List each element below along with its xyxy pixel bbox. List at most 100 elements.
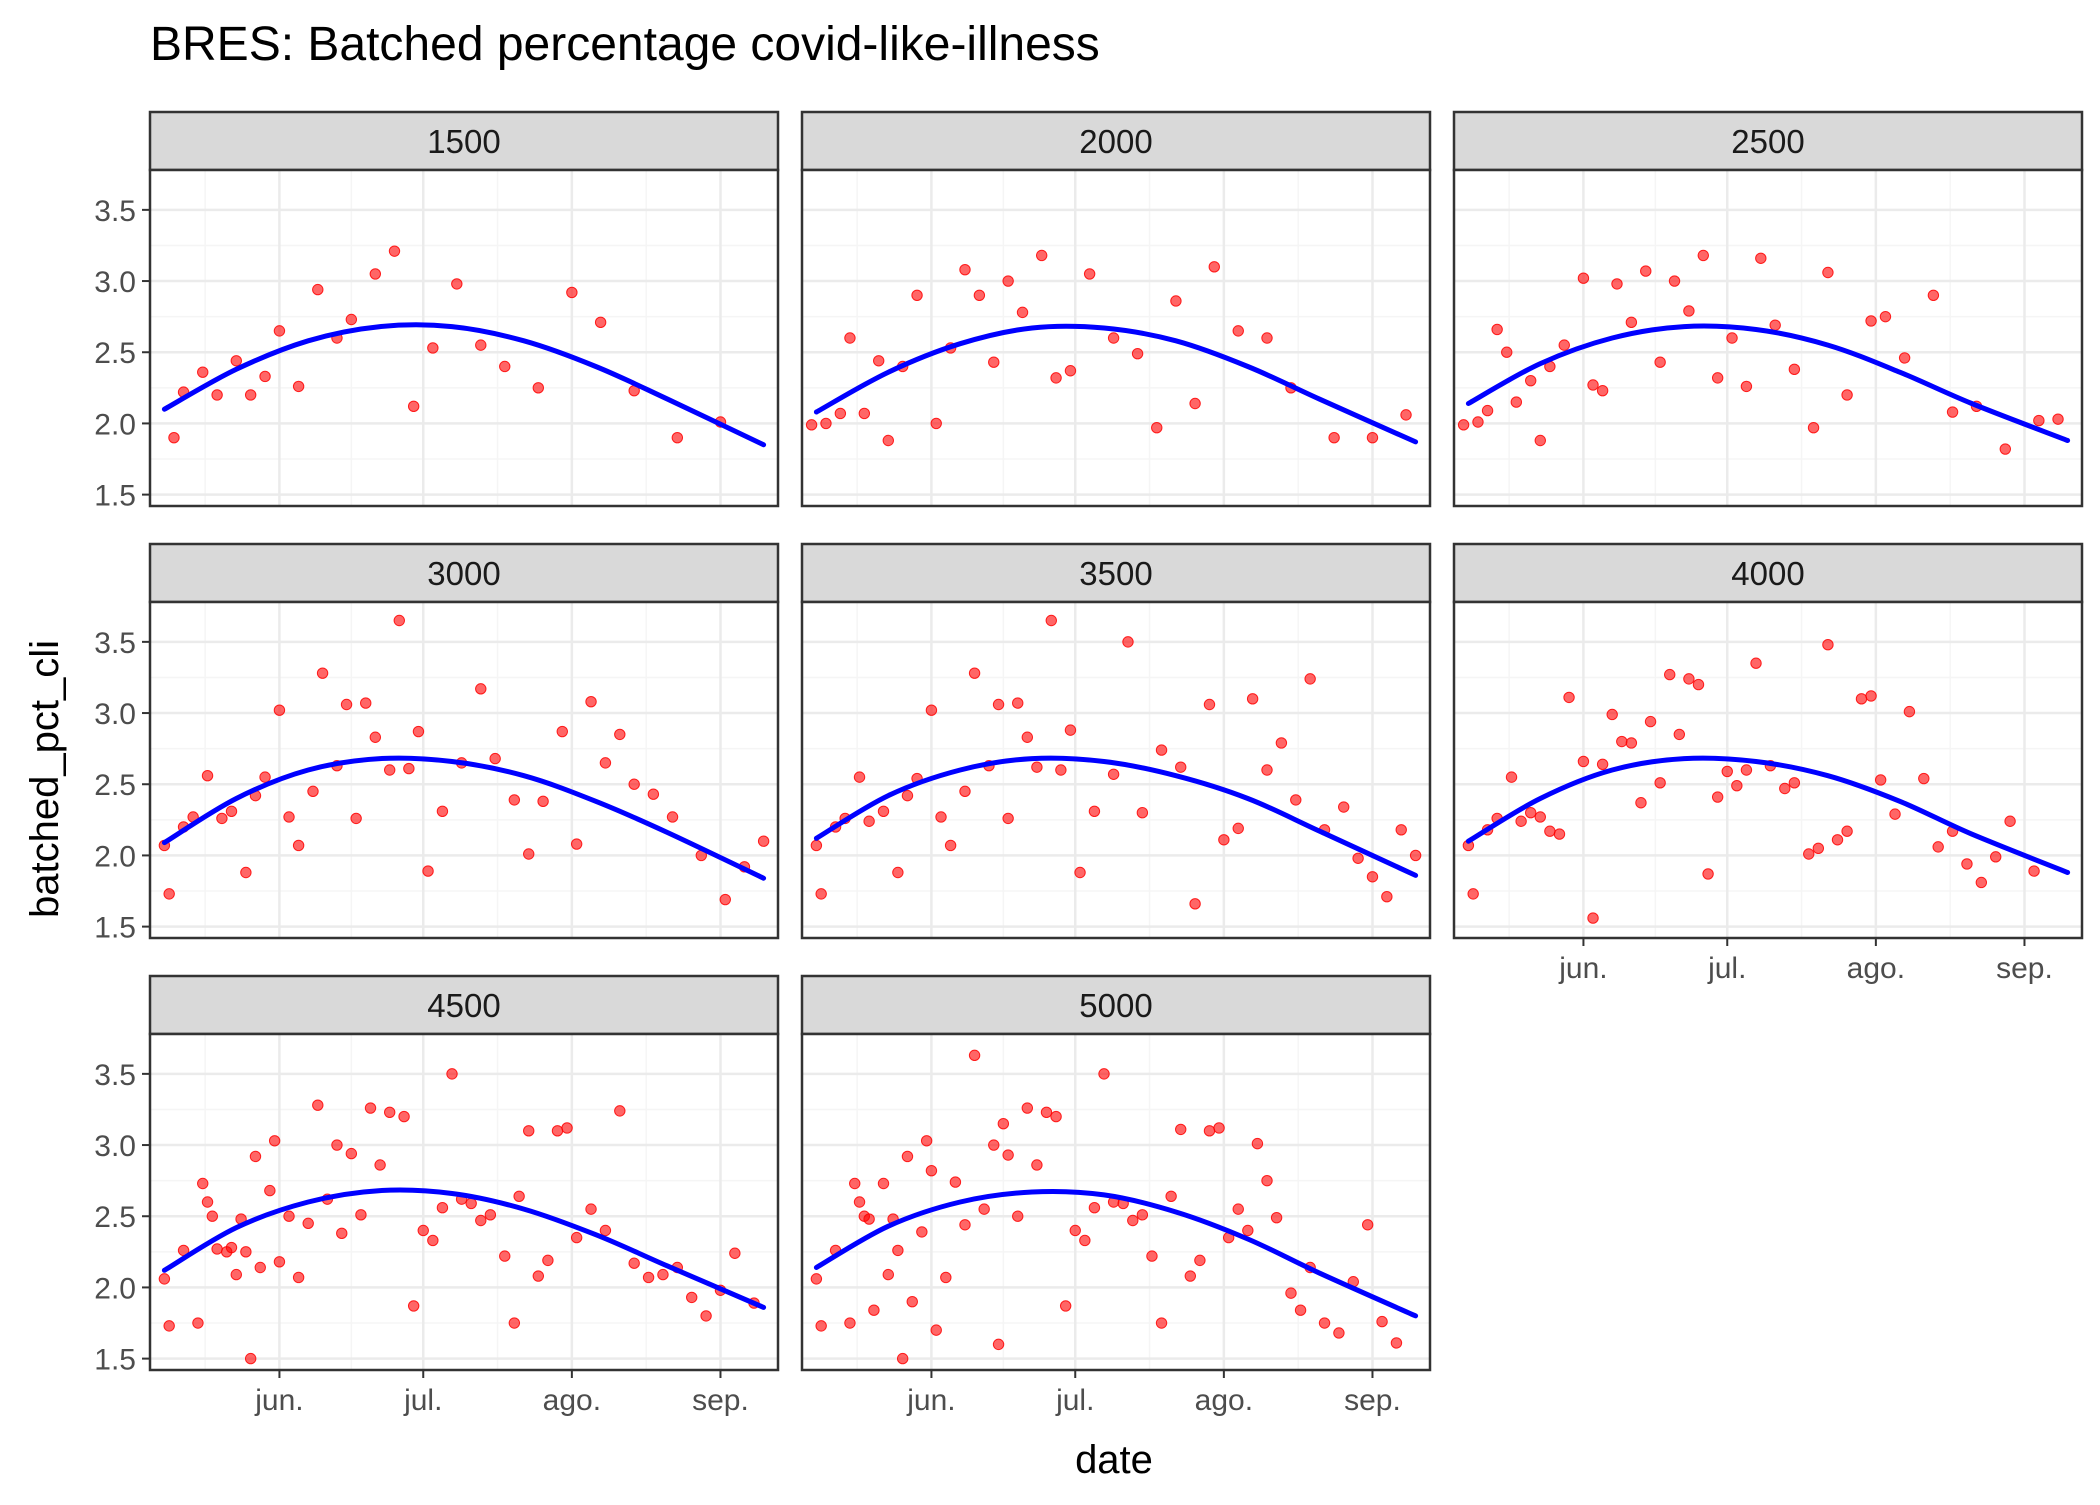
data-point bbox=[968, 667, 981, 679]
data-point bbox=[451, 278, 463, 290]
data-point bbox=[1290, 794, 1302, 806]
data-point bbox=[1711, 791, 1724, 803]
facet-panel-2500: 2500 bbox=[1452, 110, 2084, 508]
data-point bbox=[259, 370, 271, 383]
data-point bbox=[1874, 774, 1887, 786]
data-point bbox=[901, 789, 914, 802]
data-point bbox=[446, 1068, 458, 1080]
data-point bbox=[1035, 249, 1048, 262]
y-tick-label: 2.0 bbox=[94, 840, 136, 873]
data-point bbox=[225, 1241, 238, 1254]
data-point bbox=[1338, 801, 1350, 813]
data-point bbox=[686, 1291, 698, 1304]
data-point bbox=[892, 866, 904, 879]
data-point bbox=[1961, 858, 1973, 870]
data-point bbox=[1769, 319, 1781, 331]
x-tick-label: ago. bbox=[543, 1384, 601, 1417]
data-point bbox=[1170, 295, 1182, 307]
data-point bbox=[1563, 691, 1575, 704]
data-point bbox=[1194, 1254, 1206, 1267]
data-point bbox=[805, 419, 818, 431]
data-point bbox=[1328, 431, 1340, 444]
facet-strip bbox=[1452, 110, 2084, 172]
data-point bbox=[1812, 842, 1825, 855]
data-point bbox=[1702, 868, 1714, 880]
data-point bbox=[1064, 724, 1077, 736]
data-point bbox=[1218, 834, 1230, 846]
data-point bbox=[1865, 315, 1877, 327]
data-point bbox=[844, 1317, 856, 1329]
data-point bbox=[949, 1176, 962, 1188]
data-point bbox=[1525, 807, 1537, 819]
data-point bbox=[465, 1197, 477, 1210]
data-point bbox=[1731, 779, 1743, 792]
facet-strip-label: 3000 bbox=[427, 555, 500, 592]
facet-strip-label: 3500 bbox=[1079, 555, 1152, 592]
data-point bbox=[1587, 379, 1599, 391]
data-point bbox=[383, 1106, 396, 1119]
data-point bbox=[834, 407, 847, 420]
data-point bbox=[1189, 397, 1201, 410]
data-point bbox=[1611, 278, 1623, 290]
data-point bbox=[1151, 421, 1163, 434]
data-point bbox=[1165, 1190, 1177, 1203]
fit-line bbox=[161, 322, 767, 448]
fit-line bbox=[813, 323, 1419, 445]
data-point bbox=[551, 1125, 564, 1137]
y-tick-label: 2.5 bbox=[94, 1201, 136, 1234]
data-point bbox=[407, 400, 420, 413]
data-point bbox=[925, 1164, 938, 1177]
data-point bbox=[1050, 372, 1062, 384]
data-point bbox=[1261, 764, 1273, 776]
data-point bbox=[614, 728, 626, 741]
data-point bbox=[877, 805, 890, 817]
data-point bbox=[1750, 657, 1762, 669]
data-point bbox=[882, 1268, 894, 1281]
facet-panel-1500: 1500 1.5 2.0 2.5 3.0 3.5 bbox=[94, 110, 780, 513]
data-point bbox=[968, 1049, 981, 1062]
fit-line bbox=[813, 1188, 1419, 1319]
data-point bbox=[1779, 782, 1791, 795]
data-point bbox=[197, 366, 209, 378]
panel-border bbox=[800, 1032, 1432, 1372]
data-point bbox=[484, 1209, 497, 1221]
data-point bbox=[475, 1214, 487, 1227]
data-point bbox=[1361, 1219, 1374, 1231]
data-point bbox=[523, 848, 535, 860]
data-points bbox=[1462, 639, 2040, 924]
data-point bbox=[211, 389, 223, 401]
data-point bbox=[1927, 289, 1940, 301]
data-point bbox=[268, 1135, 281, 1147]
data-point bbox=[1683, 673, 1695, 685]
data-point bbox=[863, 1213, 875, 1225]
data-point bbox=[1175, 761, 1187, 773]
data-point bbox=[422, 865, 434, 877]
data-point bbox=[959, 1219, 971, 1231]
y-tick-label: 3.5 bbox=[94, 1059, 136, 1092]
data-point bbox=[1232, 1203, 1244, 1215]
data-point bbox=[201, 1196, 214, 1208]
data-point bbox=[499, 360, 511, 373]
data-point bbox=[1040, 1106, 1053, 1119]
data-point bbox=[403, 762, 415, 775]
data-point bbox=[1333, 1327, 1345, 1339]
data-point bbox=[1261, 332, 1273, 344]
data-point bbox=[1697, 249, 1709, 262]
x-tick-label: sep. bbox=[692, 1384, 749, 1417]
facet-panel-4000: 4000 jun. jul. ago. sep. bbox=[1452, 542, 2084, 985]
x-tick-label: jun. bbox=[1558, 952, 1607, 985]
y-tick-label: 3.5 bbox=[94, 627, 136, 660]
data-point bbox=[230, 1268, 242, 1281]
data-point bbox=[489, 752, 501, 765]
data-point bbox=[316, 667, 329, 679]
data-point bbox=[1946, 406, 1959, 418]
data-point bbox=[1031, 761, 1043, 773]
data-point bbox=[1395, 824, 1407, 836]
data-points bbox=[810, 1049, 1403, 1365]
data-point bbox=[1232, 822, 1244, 835]
data-point bbox=[1083, 268, 1096, 280]
data-point bbox=[594, 316, 607, 329]
data-point bbox=[240, 1246, 252, 1258]
data-point bbox=[240, 866, 252, 879]
data-point bbox=[901, 1150, 914, 1163]
